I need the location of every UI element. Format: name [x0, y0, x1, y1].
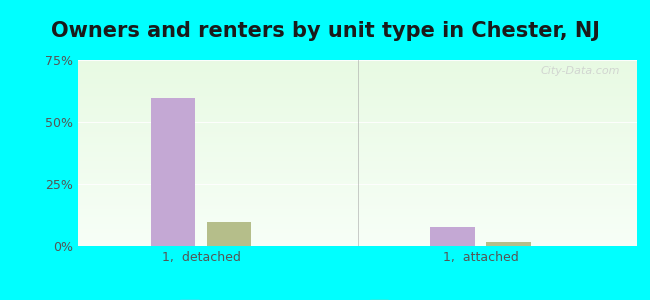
Text: City-Data.com: City-Data.com [541, 66, 620, 76]
Bar [430, 227, 475, 246]
Bar [207, 222, 252, 246]
Legend: Owner occupied units, Renter occupied units: Owner occupied units, Renter occupied un… [175, 295, 540, 300]
Text: Owners and renters by unit type in Chester, NJ: Owners and renters by unit type in Chest… [51, 21, 599, 41]
Bar [486, 242, 531, 246]
Bar [151, 98, 196, 246]
